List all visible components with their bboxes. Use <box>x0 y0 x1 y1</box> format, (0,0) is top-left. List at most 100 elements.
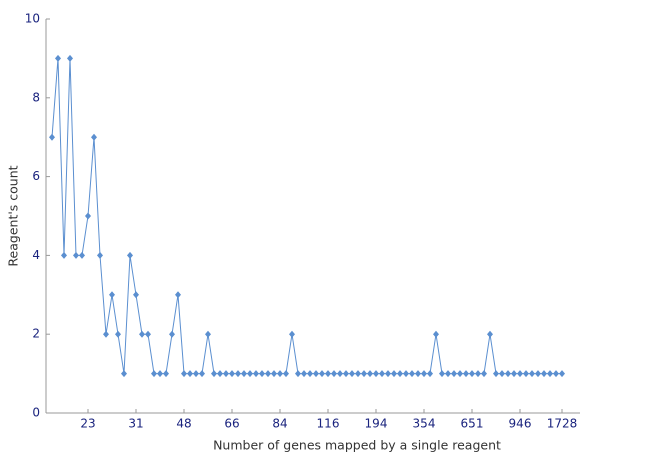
marker <box>55 54 61 62</box>
marker <box>457 370 463 378</box>
marker <box>109 291 115 299</box>
x-tick-label: 48 <box>176 417 191 431</box>
x-tick-label: 31 <box>128 417 143 431</box>
marker <box>145 330 151 338</box>
marker <box>217 370 223 378</box>
marker <box>157 370 163 378</box>
marker <box>319 370 325 378</box>
marker <box>187 370 193 378</box>
y-tick-label: 4 <box>32 248 40 262</box>
marker <box>301 370 307 378</box>
marker <box>421 370 427 378</box>
marker <box>253 370 259 378</box>
marker <box>259 370 265 378</box>
marker <box>439 370 445 378</box>
x-tick-label: 84 <box>272 417 287 431</box>
marker <box>511 370 517 378</box>
marker <box>97 251 103 259</box>
marker <box>397 370 403 378</box>
marker <box>115 330 121 338</box>
marker <box>271 370 277 378</box>
marker <box>151 370 157 378</box>
x-tick-label: 116 <box>317 417 340 431</box>
marker <box>313 370 319 378</box>
marker <box>67 54 73 62</box>
marker <box>133 291 139 299</box>
marker <box>403 370 409 378</box>
marker <box>331 370 337 378</box>
marker <box>175 291 181 299</box>
marker <box>61 251 67 259</box>
marker <box>493 370 499 378</box>
marker <box>361 370 367 378</box>
marker <box>205 330 211 338</box>
x-tick-label: 23 <box>80 417 95 431</box>
x-tick-label: 1728 <box>547 417 578 431</box>
x-tick-label: 66 <box>224 417 239 431</box>
marker <box>193 370 199 378</box>
x-axis-label: Number of genes mapped by a single reage… <box>213 438 501 453</box>
marker <box>199 370 205 378</box>
marker <box>103 330 109 338</box>
marker <box>247 370 253 378</box>
marker <box>367 370 373 378</box>
marker <box>121 370 127 378</box>
marker <box>169 330 175 338</box>
marker <box>211 370 217 378</box>
marker <box>523 370 529 378</box>
marker <box>181 370 187 378</box>
marker <box>385 370 391 378</box>
marker <box>541 370 547 378</box>
x-tick-label: 651 <box>461 417 484 431</box>
marker <box>427 370 433 378</box>
marker <box>475 370 481 378</box>
y-tick-label: 2 <box>32 327 40 341</box>
marker <box>529 370 535 378</box>
marker <box>49 133 55 141</box>
x-tick-label: 354 <box>413 417 436 431</box>
marker <box>547 370 553 378</box>
marker <box>343 370 349 378</box>
marker <box>91 133 97 141</box>
marker <box>451 370 457 378</box>
marker <box>553 370 559 378</box>
marker <box>349 370 355 378</box>
marker <box>163 370 169 378</box>
y-tick-label: 10 <box>25 12 40 26</box>
marker <box>391 370 397 378</box>
marker <box>379 370 385 378</box>
x-tick-label: 946 <box>509 417 532 431</box>
marker <box>535 370 541 378</box>
line <box>51 58 562 375</box>
y-tick-label: 8 <box>32 90 40 104</box>
marker <box>295 370 301 378</box>
marker <box>235 370 241 378</box>
marker <box>499 370 505 378</box>
marker <box>277 370 283 378</box>
marker <box>433 330 439 338</box>
marker <box>265 370 271 378</box>
marker <box>241 370 247 378</box>
marker <box>79 251 85 259</box>
marker <box>289 330 295 338</box>
marker <box>373 370 379 378</box>
marker <box>463 370 469 378</box>
marker <box>139 330 145 338</box>
marker <box>505 370 511 378</box>
marker <box>73 251 79 259</box>
x-tick-label: 194 <box>365 417 388 431</box>
marker <box>409 370 415 378</box>
y-tick-label: 6 <box>32 169 40 183</box>
marker <box>445 370 451 378</box>
marker <box>415 370 421 378</box>
marker <box>85 212 91 220</box>
marker <box>337 370 343 378</box>
marker <box>223 370 229 378</box>
marker <box>127 251 133 259</box>
marker <box>481 370 487 378</box>
marker <box>469 370 475 378</box>
marker <box>283 370 289 378</box>
y-tick-label: 0 <box>32 406 40 420</box>
marker <box>517 370 523 378</box>
